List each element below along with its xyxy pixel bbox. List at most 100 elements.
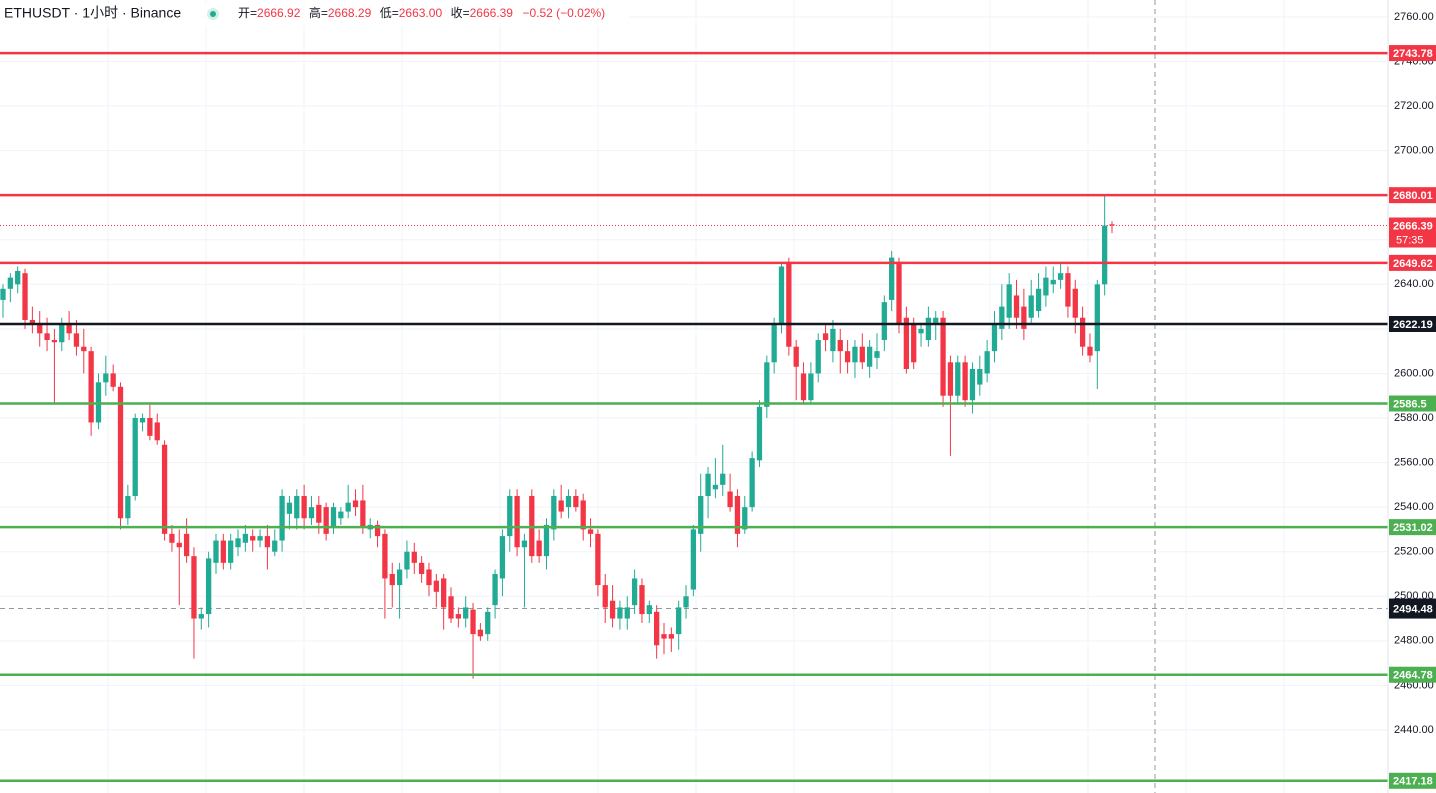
candle-body: [264, 536, 271, 548]
candle-body: [455, 614, 461, 619]
candle-body: [1065, 273, 1071, 307]
y-tick-label: 2560.00: [1394, 456, 1434, 468]
candle-body: [1072, 288, 1078, 318]
level-label-bg: [1389, 519, 1436, 536]
price-axis: 2440.002460.002480.002500.002520.002540.…: [1394, 11, 1434, 736]
candle-body: [551, 495, 557, 530]
level-label: 2743.78: [1393, 48, 1433, 60]
candle-body: [242, 533, 249, 543]
candle-body: [272, 540, 278, 552]
candle-body: [654, 611, 660, 646]
candle-body: [51, 340, 58, 343]
level-labels: 2743.78 2680.01 2649.62 2622.19 2586.5 2531.0…: [1389, 45, 1436, 789]
candle-body: [66, 324, 72, 334]
candle-body: [374, 524, 381, 537]
low: 2663.00: [399, 6, 443, 20]
candle-body: [925, 317, 932, 341]
y-tick-label: 2480.00: [1394, 635, 1434, 647]
candle-body: [558, 500, 564, 512]
candle-body: [800, 373, 807, 401]
level-label: 2417.18: [1393, 776, 1433, 788]
candle-body: [859, 346, 865, 363]
candle-body: [404, 551, 410, 570]
status-dot-core: [210, 11, 216, 17]
candle-body: [441, 578, 447, 608]
candle-body: [389, 573, 395, 586]
y-tick-label: 2720.00: [1394, 100, 1434, 112]
candle-body: [712, 484, 719, 490]
candle-body: [771, 324, 777, 363]
open-label: 开=: [238, 6, 257, 20]
candle-body: [580, 500, 586, 530]
candle-body: [1102, 225, 1108, 285]
level-label: 2531.02: [1393, 522, 1433, 534]
level-label-bg: [1389, 395, 1436, 412]
candle-body: [235, 538, 241, 548]
header-bg: [0, 2, 630, 26]
candle-body: [257, 536, 263, 541]
candle-body: [786, 262, 792, 347]
candle-body: [742, 507, 748, 530]
candle-body: [969, 368, 976, 401]
candle-body: [874, 351, 880, 358]
symbol: ETHUSDT · 1小时 · Binance: [4, 5, 181, 21]
candle-body: [161, 444, 168, 534]
candle-body: [595, 533, 601, 586]
candle-body: [0, 288, 6, 300]
candle-body: [565, 495, 572, 508]
crosshair-label: 2494.48: [1393, 603, 1433, 615]
candle-body: [426, 569, 432, 586]
candle-body: [999, 306, 1005, 329]
candle-body: [617, 607, 623, 619]
candle-body: [1109, 224, 1115, 226]
candle-body: [44, 333, 50, 341]
candle-body: [308, 507, 315, 519]
candle-body: [382, 533, 388, 579]
y-tick-label: 2580.00: [1394, 412, 1434, 424]
candle-body: [88, 351, 94, 423]
candle-body: [279, 495, 285, 541]
candle-body: [822, 333, 829, 341]
last-price-label: 2666.39: [1393, 220, 1433, 232]
candle-body: [220, 540, 226, 563]
y-tick-label: 2440.00: [1394, 724, 1434, 736]
candle-body: [661, 634, 667, 639]
candle-body: [536, 540, 542, 557]
candle-body: [110, 373, 116, 387]
candle-body: [169, 533, 175, 543]
high: 2668.29: [328, 6, 372, 20]
candle-body: [29, 319, 36, 325]
candle-body: [962, 362, 968, 401]
candle-body: [668, 634, 674, 639]
ohlc-line: 开=2666.92 高=2668.29 低=2663.00 收=2666.39 …: [238, 5, 605, 22]
candle-body: [338, 511, 344, 519]
candle-body: [903, 317, 910, 369]
candle-body: [132, 418, 138, 496]
candle-body: [911, 324, 917, 363]
candles: [0, 195, 1115, 679]
candle-body: [176, 542, 182, 548]
low-label: 低=: [380, 6, 399, 20]
candle-body: [808, 373, 814, 401]
candle-body: [646, 605, 652, 615]
candle-body: [59, 324, 65, 343]
last-price-bg: [1389, 217, 1436, 248]
candle-body: [294, 495, 300, 519]
candle-body: [198, 614, 204, 619]
level-label: 2680.01: [1393, 190, 1433, 202]
level-label-bg: [1389, 772, 1436, 789]
candle-body: [756, 406, 763, 461]
candle-body: [764, 362, 770, 407]
candle-body: [37, 324, 43, 334]
candle-body: [183, 533, 190, 557]
candle-body: [690, 529, 697, 590]
candle-body: [866, 346, 873, 367]
candle-body: [602, 585, 608, 608]
candle-body: [889, 257, 895, 300]
y-tick-label: 2640.00: [1394, 278, 1434, 290]
candle-body: [1021, 306, 1027, 329]
candle-body: [933, 317, 939, 325]
candle-body: [228, 540, 234, 563]
candle-body: [977, 368, 983, 385]
